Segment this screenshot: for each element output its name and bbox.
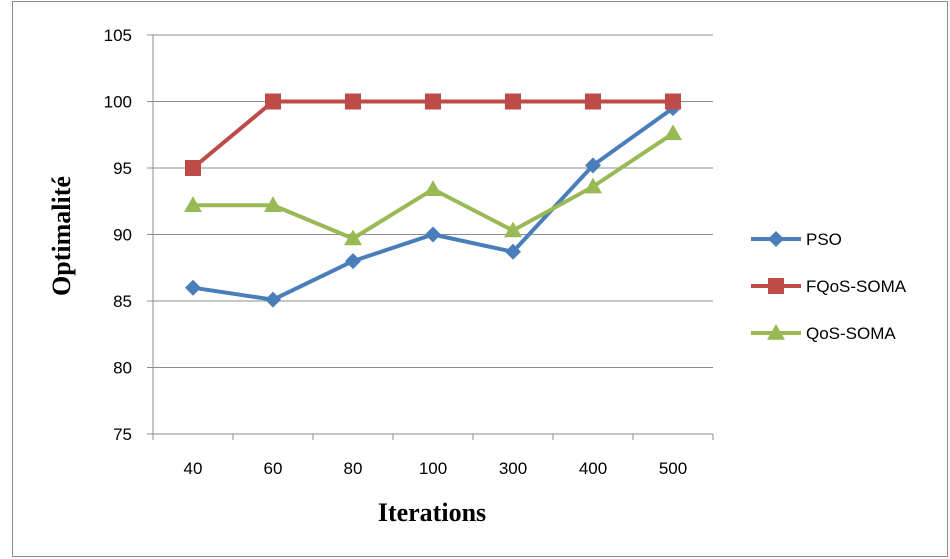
y-tick-label: 100 xyxy=(104,93,132,112)
data-point-qos-soma xyxy=(584,177,602,194)
x-tick-label: 60 xyxy=(264,459,283,478)
series-group xyxy=(184,93,682,308)
x-axis-title: Iterations xyxy=(378,498,486,527)
data-point-qos-soma xyxy=(184,196,202,212)
chart-frame xyxy=(12,1,948,557)
data-point-fqos-soma xyxy=(345,93,361,110)
data-point-pso xyxy=(505,243,521,260)
data-point-pso xyxy=(425,226,441,243)
data-point-qos-soma xyxy=(664,124,682,141)
x-tick-label: 40 xyxy=(184,459,203,478)
y-axis-title: Optimalité xyxy=(47,176,76,296)
data-point-fqos-soma xyxy=(185,160,201,176)
x-tick-label: 80 xyxy=(344,459,363,478)
x-tick-label: 100 xyxy=(419,459,447,478)
x-tick-label: 300 xyxy=(499,459,527,478)
data-point-fqos-soma xyxy=(265,93,281,110)
y-tick-label: 95 xyxy=(113,159,132,178)
legend-label: PSO xyxy=(806,230,842,249)
legend-item-pso: PSO xyxy=(751,230,842,249)
data-point-fqos-soma xyxy=(665,93,681,110)
legend-marker xyxy=(767,324,785,340)
y-tick-label: 90 xyxy=(113,226,132,245)
y-tick-label: 105 xyxy=(104,26,132,45)
legend-marker xyxy=(768,231,784,247)
legend-marker xyxy=(768,278,784,294)
data-point-qos-soma xyxy=(424,180,442,197)
data-point-fqos-soma xyxy=(505,93,521,110)
data-point-fqos-soma xyxy=(585,93,601,110)
y-tick-label: 85 xyxy=(113,292,132,311)
data-point-pso xyxy=(185,279,201,296)
legend: PSO FQoS-SOMA QoS-SOMA xyxy=(751,230,907,343)
legend-label: QoS-SOMA xyxy=(806,324,896,343)
series-fqos-soma xyxy=(185,93,681,176)
data-point-pso xyxy=(585,157,601,174)
data-point-pso xyxy=(265,291,281,308)
series-qos-soma xyxy=(184,124,682,246)
data-point-qos-soma xyxy=(264,196,282,212)
data-point-fqos-soma xyxy=(425,93,441,110)
data-point-qos-soma xyxy=(344,229,362,246)
legend-item-fqos-soma: FQoS-SOMA xyxy=(751,277,907,296)
legend-label: FQoS-SOMA xyxy=(806,277,907,296)
data-point-pso xyxy=(345,253,361,270)
y-tick-label: 75 xyxy=(113,425,132,444)
gridlines xyxy=(153,34,713,368)
legend-item-qos-soma: QoS-SOMA xyxy=(751,324,896,343)
x-tick-label: 500 xyxy=(659,459,687,478)
axes xyxy=(147,34,714,440)
y-tick-label: 80 xyxy=(113,359,132,378)
data-point-qos-soma xyxy=(504,221,522,238)
tick-labels: 75 80 85 90 95 100 105 40 60 80 100 300 400 500 xyxy=(104,26,688,478)
x-tick-label: 400 xyxy=(579,459,607,478)
